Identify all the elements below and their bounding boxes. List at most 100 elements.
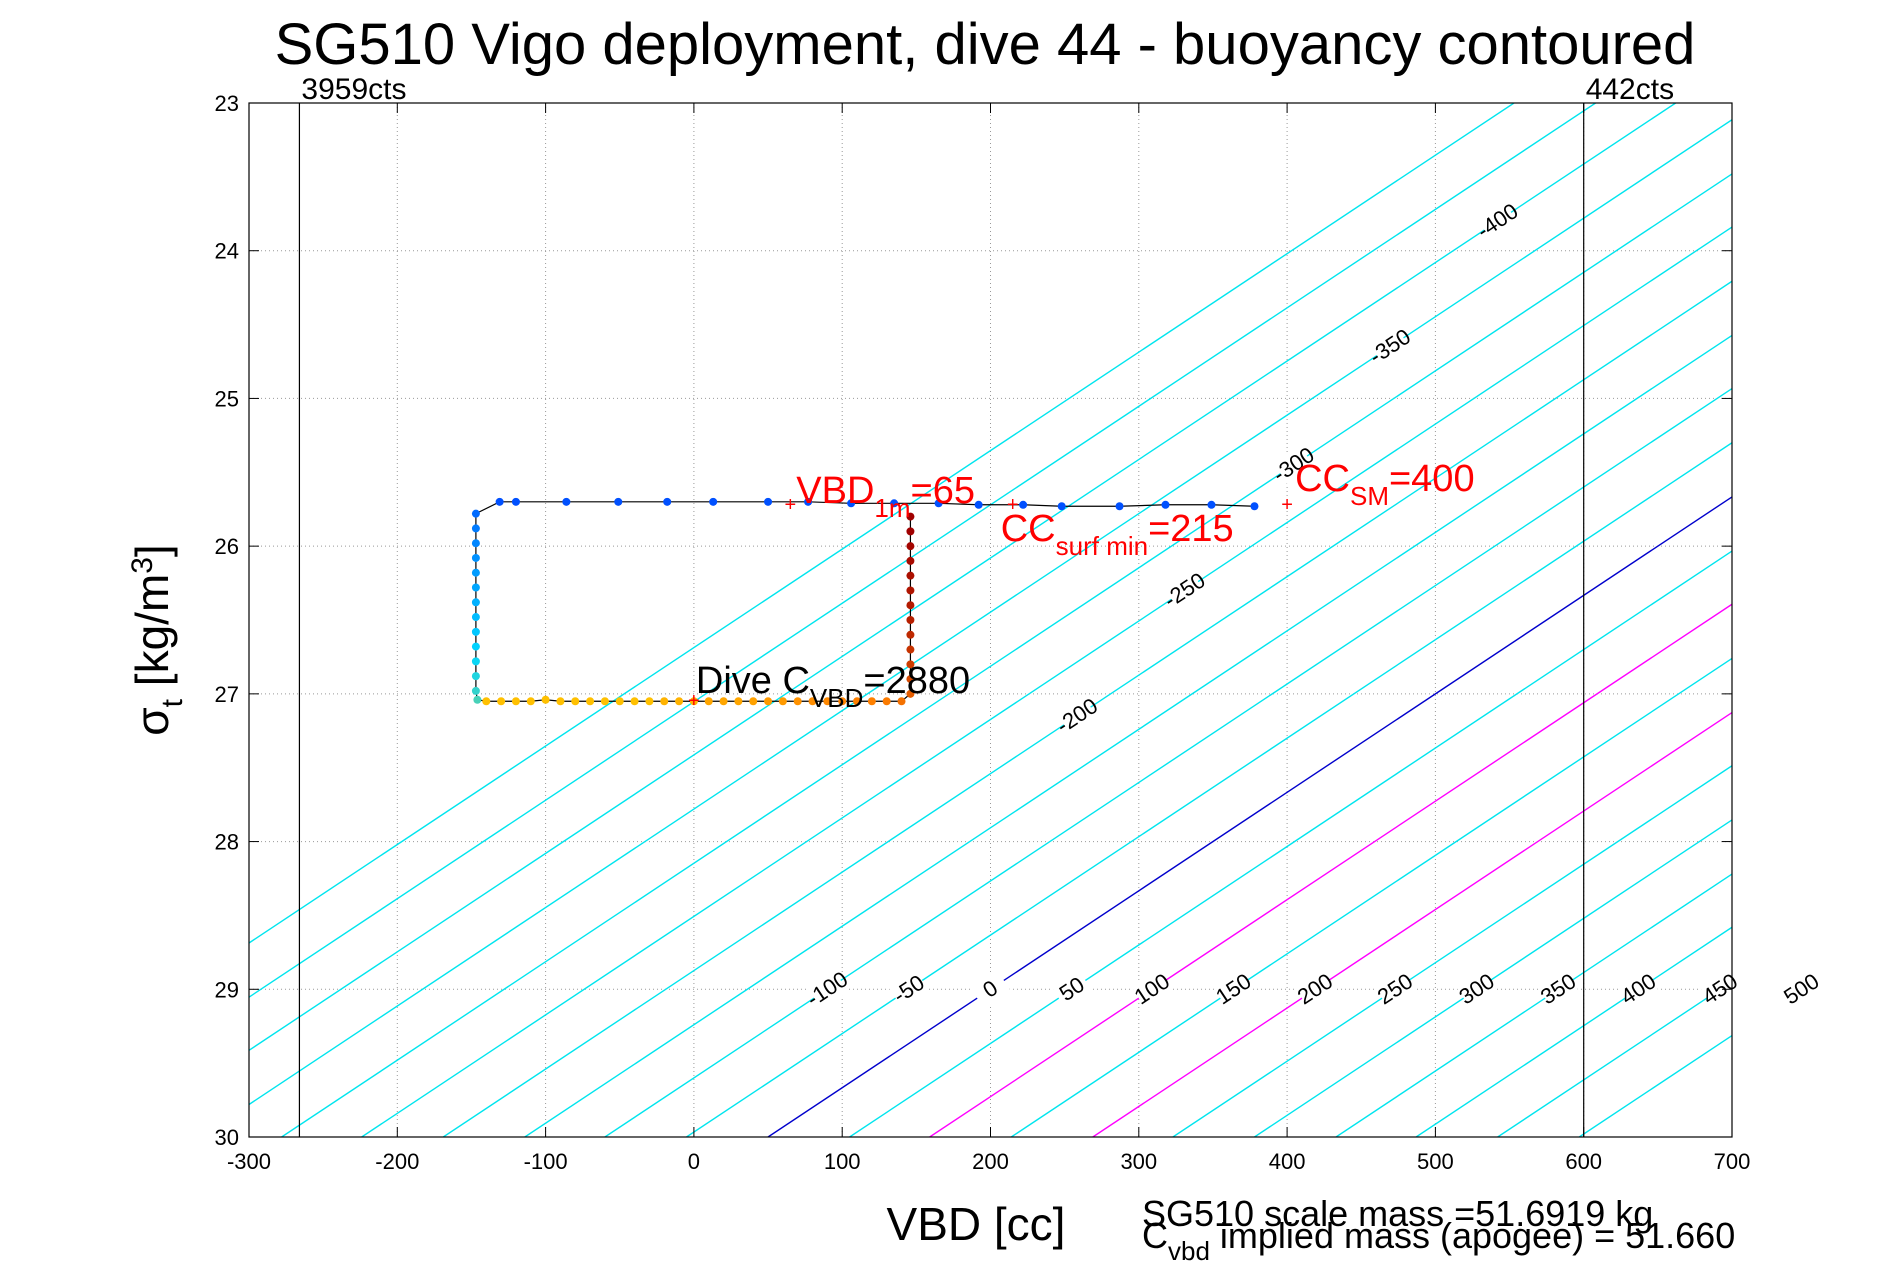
dive-point — [526, 697, 535, 706]
contour-label-bottom-500: 500 — [1779, 968, 1823, 1009]
contour-label-bottom--100-bg — [806, 968, 849, 1010]
y-axis-label: σt [kg/m3] — [126, 544, 189, 735]
dive-point — [793, 697, 802, 706]
contour-line--200 — [442, 280, 1732, 1137]
footer-line-2: Cvbd implied mass (apogee) = 51.660 — [1142, 1215, 1735, 1262]
dive-point — [853, 697, 862, 706]
footer-line-2-c: C — [1142, 1215, 1168, 1256]
dive-point — [482, 697, 491, 706]
dive-point — [719, 697, 728, 706]
marker-label: VBD1m=65 — [796, 470, 975, 523]
contour-line--500 — [249, 103, 1515, 944]
x-tick-label: 700 — [1714, 1149, 1751, 1174]
y-tick-label: 26 — [215, 534, 239, 559]
x-tick-label: 100 — [824, 1149, 861, 1174]
y-tick-label: 28 — [215, 830, 239, 855]
dive-path — [471, 497, 1259, 706]
marker-cross: + — [1281, 494, 1293, 516]
dive-point — [764, 497, 773, 506]
dive-point — [804, 497, 813, 506]
dive-point — [471, 553, 480, 562]
x-tick-label: 300 — [1120, 1149, 1157, 1174]
marker-label: CCsurf min=215 — [1001, 508, 1234, 561]
dive-point — [906, 586, 915, 595]
dive-point — [645, 697, 654, 706]
marker-label: CCSM=400 — [1295, 458, 1474, 511]
footer-line-1: SG510 scale mass =51.6919 kg — [1142, 1193, 1653, 1234]
dive-point — [867, 697, 876, 706]
dive-point — [709, 497, 718, 506]
contour-line-0 — [767, 496, 1732, 1137]
contour-label-bottom-250-bg — [1374, 968, 1417, 1010]
vbd-limit-lines: 3959cts 442cts — [298, 73, 1674, 1137]
dive-point — [906, 542, 915, 551]
contour-label-bottom-50: 50 — [1055, 972, 1089, 1006]
dive-point — [906, 645, 915, 654]
dive-point — [473, 695, 482, 704]
dive-point — [511, 497, 520, 506]
contour-line-350 — [1335, 873, 1732, 1137]
dive-point — [586, 697, 595, 706]
dive-point — [764, 697, 773, 706]
x-tick-label: -200 — [375, 1149, 419, 1174]
dive-point — [934, 499, 943, 508]
contour-line-50 — [849, 550, 1732, 1137]
dive-point — [1019, 500, 1028, 509]
dive-point — [778, 697, 787, 706]
contour-label-bottom-150-bg — [1212, 968, 1255, 1010]
contour-label-bottom-500-bg — [1780, 968, 1823, 1010]
contour-label-bottom-150: 150 — [1211, 968, 1255, 1009]
contour-label-bottom-100-bg — [1131, 968, 1174, 1010]
limit-label-left: 3959cts — [301, 73, 406, 106]
dive-point — [704, 697, 713, 706]
contour-label-top--400-bg — [1476, 200, 1519, 242]
contour-line-200 — [1092, 711, 1732, 1137]
y-label-sub: t — [156, 698, 189, 707]
y-tick-label: 29 — [215, 977, 239, 1002]
contour-label-bottom-250: 250 — [1373, 968, 1417, 1009]
dive-point — [471, 686, 480, 695]
dive-point — [471, 524, 480, 533]
dive-point — [906, 630, 915, 639]
dive-point — [974, 500, 983, 509]
dive-point — [562, 497, 571, 506]
x-tick-label: 200 — [972, 1149, 1009, 1174]
dive-point — [1250, 502, 1259, 511]
y-tick-label: 30 — [215, 1125, 239, 1150]
contour-label-bottom-350: 350 — [1536, 968, 1580, 1009]
dive-point — [1057, 502, 1066, 511]
dive-point — [471, 509, 480, 518]
dive-point — [495, 497, 504, 506]
contour-line-100 — [929, 603, 1732, 1137]
axes — [248, 102, 1733, 1138]
x-axis-label: VBD [cc] — [887, 1198, 1066, 1250]
contour-line-250 — [1172, 764, 1732, 1137]
contour-label-top--250-bg — [1163, 569, 1206, 611]
dive-point — [1161, 500, 1170, 509]
contour-label-bottom-0-bg — [969, 968, 1012, 1010]
dive-point — [471, 613, 480, 622]
contour-label-bottom-400-bg — [1617, 968, 1660, 1010]
x-tick-label: 600 — [1565, 1149, 1602, 1174]
contour-line--50 — [686, 441, 1732, 1137]
marker-label: Dive CVBD=2880 — [696, 660, 970, 713]
dive-point — [906, 571, 915, 580]
dive-point — [689, 697, 698, 706]
contour-line--450 — [249, 103, 1596, 999]
contour-label-top--200-bg — [1056, 695, 1099, 737]
x-tick-label: -100 — [524, 1149, 568, 1174]
dive-point — [615, 697, 624, 706]
marker-cross: + — [784, 494, 796, 516]
dive-point — [734, 697, 743, 706]
dive-point — [906, 689, 915, 698]
dive-point — [906, 616, 915, 624]
y-tick-label: 27 — [215, 682, 239, 707]
footer-line-2-rest: implied mass (apogee) = 51.660 — [1210, 1215, 1735, 1256]
dive-point — [571, 697, 580, 706]
contour-line--100 — [604, 387, 1732, 1137]
y-label-close: ] — [126, 544, 178, 557]
chart-title: SG510 Vigo deployment, dive 44 - buoyanc… — [275, 12, 1696, 77]
dive-point — [906, 556, 915, 565]
y-label-sup: 3 — [126, 557, 159, 574]
